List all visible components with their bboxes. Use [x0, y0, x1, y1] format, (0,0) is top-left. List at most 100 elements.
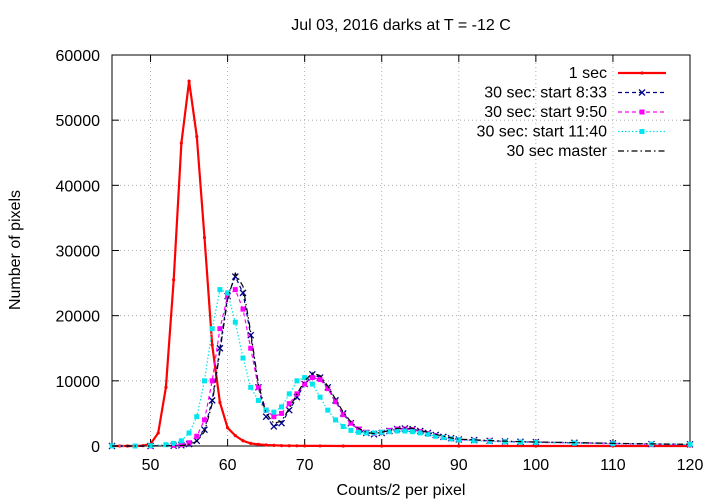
data-point	[332, 399, 338, 405]
x-tick-label: 70	[296, 457, 314, 474]
y-tick-label: 20000	[56, 309, 101, 326]
legend-label: 1 sec	[569, 65, 607, 82]
data-point	[425, 431, 431, 437]
data-point	[309, 381, 315, 387]
data-point	[171, 440, 177, 446]
legend-entry: 1 sec	[569, 65, 666, 82]
data-point	[202, 235, 207, 240]
series-line	[112, 275, 691, 447]
series-2	[109, 287, 693, 449]
data-point	[240, 355, 246, 361]
data-point	[172, 278, 176, 282]
data-point	[232, 287, 238, 293]
y-tick-label: 40000	[56, 178, 101, 195]
data-point	[348, 420, 354, 426]
data-point	[448, 436, 454, 442]
data-point	[440, 435, 446, 441]
data-point	[241, 439, 245, 443]
data-point	[325, 386, 331, 392]
data-point	[271, 414, 277, 420]
x-tick-label: 120	[677, 457, 704, 474]
data-point	[194, 414, 200, 420]
data-point	[471, 438, 477, 444]
data-point	[286, 391, 292, 397]
x-tick-label: 100	[523, 457, 550, 474]
grid	[112, 55, 690, 446]
data-point	[195, 134, 199, 139]
data-point	[318, 444, 322, 448]
legend-label: 30 sec: start 8:33	[484, 85, 607, 102]
data-point	[363, 430, 369, 436]
data-point	[356, 429, 362, 435]
legend: 1 sec 30 sec: start 8:33 30 sec: start 9:5…	[477, 65, 666, 160]
series-1	[108, 273, 694, 450]
data-point	[255, 384, 261, 390]
data-point	[371, 430, 377, 436]
data-point	[433, 433, 439, 439]
data-point	[201, 417, 207, 423]
data-point	[249, 441, 253, 445]
data-point	[239, 289, 247, 297]
legend-marker	[639, 109, 645, 115]
data-point	[231, 273, 239, 281]
data-point	[248, 384, 254, 390]
data-point	[270, 422, 278, 430]
y-tick-label: 50000	[56, 113, 101, 130]
data-point	[209, 378, 215, 384]
data-point	[217, 287, 223, 293]
data-point	[303, 444, 307, 448]
data-point	[163, 442, 169, 448]
data-point	[164, 385, 168, 389]
data-point	[226, 426, 230, 430]
data-point	[225, 290, 231, 296]
data-point	[271, 409, 277, 415]
data-point	[295, 444, 299, 448]
series-line	[112, 271, 691, 447]
legend-marker	[640, 71, 644, 75]
data-point	[217, 326, 223, 332]
data-point	[194, 433, 200, 439]
data-point	[286, 401, 292, 407]
data-point	[457, 444, 461, 448]
x-tick-label: 50	[142, 457, 160, 474]
y-tick-label: 10000	[56, 374, 101, 391]
data-point	[208, 396, 216, 404]
data-point	[687, 441, 693, 447]
data-point	[340, 412, 346, 418]
data-point	[210, 343, 214, 347]
data-point	[287, 444, 291, 448]
data-point	[240, 306, 246, 312]
data-point	[340, 423, 346, 429]
data-point	[216, 344, 224, 352]
y-axis-label: Number of pixels	[7, 190, 24, 310]
x-tick-label: 110	[600, 457, 626, 474]
data-point	[256, 442, 261, 446]
legend-entry: 30 sec: start 8:33	[484, 85, 666, 102]
data-point	[201, 378, 207, 384]
data-point	[394, 428, 400, 434]
data-point	[187, 79, 191, 83]
data-point	[317, 394, 323, 400]
legend-label: 30 sec master	[507, 143, 608, 160]
legend-entry: 30 sec master	[507, 143, 666, 160]
data-point	[325, 407, 331, 413]
data-point	[309, 375, 315, 381]
data-point	[379, 429, 385, 435]
data-point	[487, 438, 493, 444]
data-point	[262, 413, 270, 421]
y-tick-label: 60000	[56, 48, 101, 65]
data-point	[534, 444, 538, 448]
data-point	[456, 437, 462, 443]
data-point	[225, 293, 231, 299]
data-point	[178, 438, 184, 444]
legend-label: 30 sec: start 9:50	[484, 104, 607, 121]
data-point	[179, 141, 183, 145]
data-point	[302, 375, 308, 381]
series-3	[109, 287, 693, 449]
data-point	[279, 410, 285, 416]
data-point	[232, 319, 238, 325]
data-point	[209, 326, 215, 332]
data-point	[272, 443, 276, 447]
data-point	[402, 428, 408, 434]
x-axis-label: Counts/2 per pixel	[337, 482, 466, 499]
